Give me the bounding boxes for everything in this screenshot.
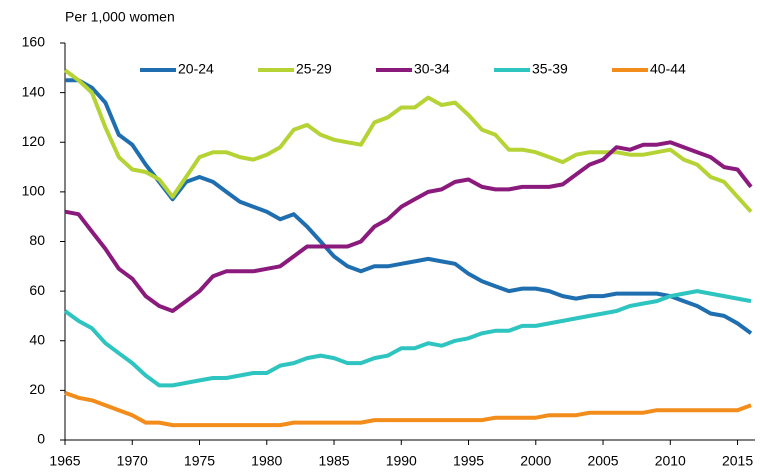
x-tick-label: 2000 (520, 453, 551, 469)
y-tick-label: 20 (29, 381, 45, 397)
legend-label: 20-24 (178, 61, 214, 77)
legend-label: 40-44 (650, 61, 686, 77)
x-tick-label: 1975 (184, 453, 215, 469)
line (63, 68, 753, 214)
x-tick-label: 1980 (251, 453, 282, 469)
y-tick-label: 0 (37, 431, 45, 447)
y-tick-label: 100 (22, 183, 46, 199)
line (65, 78, 753, 335)
y-tick-label: 80 (29, 232, 45, 248)
line (63, 289, 752, 388)
x-tick-label: 1995 (453, 453, 484, 469)
line (64, 140, 753, 313)
y-tick-label: 160 (22, 34, 46, 50)
y-tick-label: 140 (22, 83, 46, 99)
x-tick-label: 1985 (318, 453, 349, 469)
y-axis-label: Per 1,000 women (65, 9, 175, 25)
x-tick-label: 1970 (117, 453, 148, 469)
y-tick-label: 40 (29, 331, 45, 347)
x-tick-label: 1965 (49, 453, 80, 469)
x-tick-label: 2015 (722, 453, 753, 469)
x-tick-label: 1990 (386, 453, 417, 469)
line (64, 391, 752, 428)
legend-label: 30-34 (414, 61, 450, 77)
x-tick-label: 2005 (587, 453, 618, 469)
y-tick-label: 60 (29, 282, 45, 298)
legend-label: 35-39 (532, 61, 568, 77)
legend-label: 25-29 (296, 61, 332, 77)
x-tick-label: 2010 (655, 453, 686, 469)
y-tick-label: 120 (22, 133, 46, 149)
